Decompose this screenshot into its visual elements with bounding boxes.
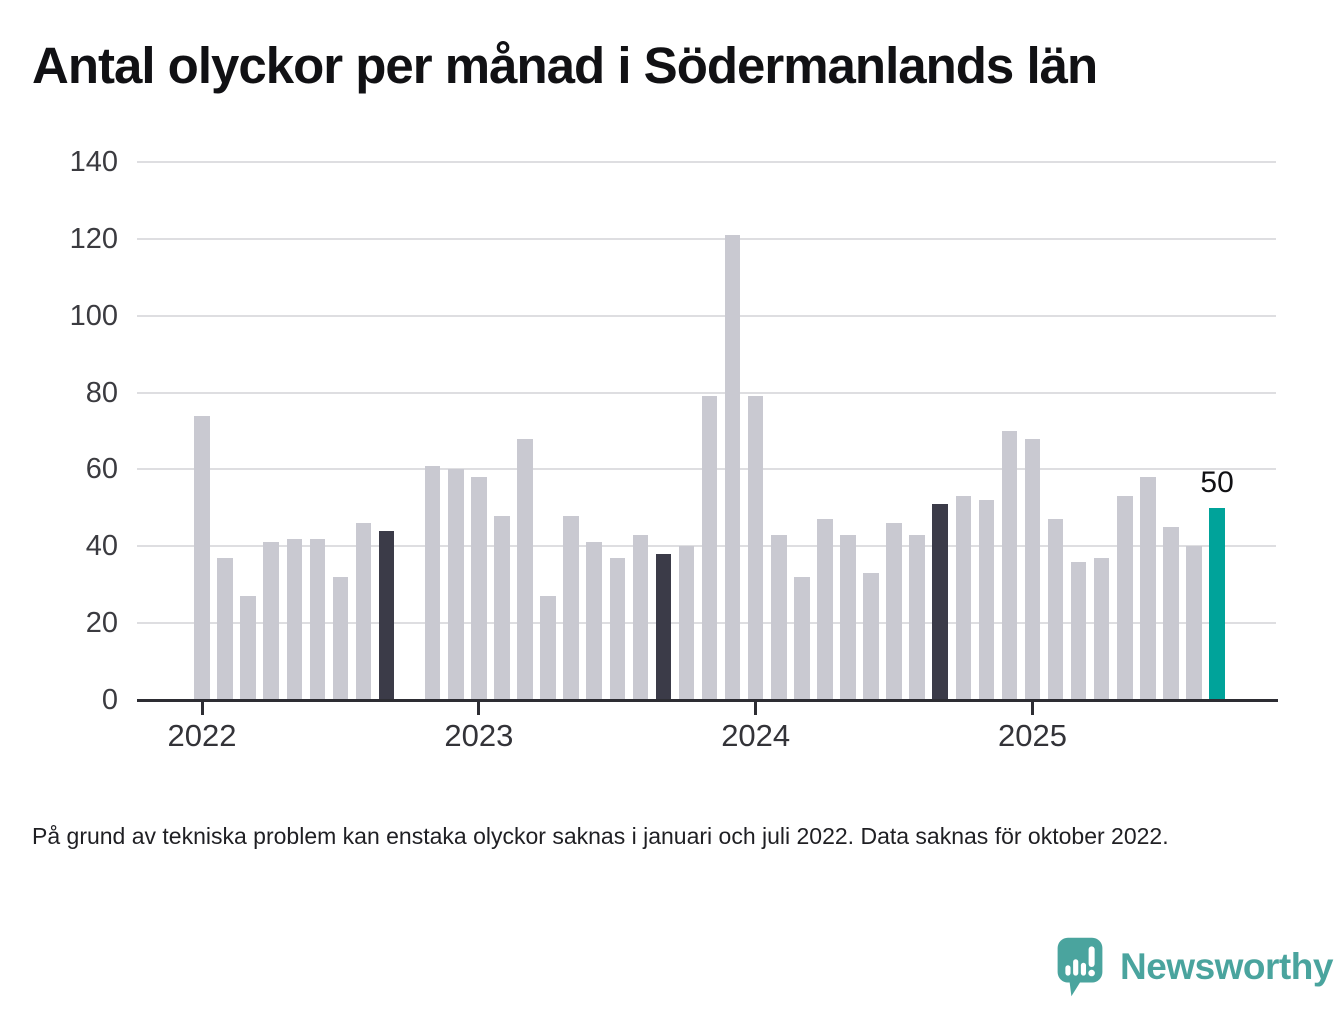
bar	[747, 396, 764, 700]
bar	[632, 534, 649, 700]
bar	[1024, 438, 1041, 700]
bar	[840, 534, 856, 700]
bar-highlighted-month	[378, 530, 395, 700]
chart-footnote: På grund av tekniska problem kan enstaka…	[32, 823, 1169, 849]
gridline	[137, 160, 1276, 163]
bar	[424, 465, 441, 700]
x-axis-tick	[1031, 702, 1035, 715]
bar	[724, 234, 741, 700]
bar	[332, 577, 349, 700]
bar	[771, 534, 787, 700]
bar	[909, 534, 925, 700]
bar	[240, 596, 256, 700]
bar	[494, 515, 510, 700]
bar	[955, 496, 972, 700]
bar	[886, 523, 902, 700]
bar	[1093, 557, 1110, 700]
chart-title: Antal olyckor per månad i Södermanlands …	[32, 37, 1098, 94]
bar	[701, 396, 718, 700]
bar	[1186, 546, 1202, 700]
x-axis-tick	[200, 702, 204, 715]
bar	[471, 477, 487, 700]
x-axis-tick	[754, 702, 758, 715]
bar	[978, 500, 995, 700]
bar	[194, 415, 210, 700]
x-axis-label: 2024	[721, 718, 791, 753]
bar	[609, 557, 625, 700]
y-axis-label: 0	[101, 684, 118, 716]
bar	[286, 538, 303, 700]
bar	[1047, 519, 1064, 700]
y-axis-label: 120	[69, 222, 118, 255]
y-axis-label: 60	[85, 453, 118, 486]
bar	[1140, 477, 1156, 700]
bar-value-label: 50	[1200, 465, 1234, 499]
x-axis-label: 2025	[998, 718, 1067, 753]
x-axis-line	[137, 699, 1278, 702]
bar	[817, 519, 833, 700]
bar	[794, 577, 810, 700]
bar-highlighted-month	[932, 504, 948, 700]
gridline	[137, 391, 1276, 394]
bar	[517, 438, 533, 700]
x-axis-label: 2023	[444, 718, 514, 753]
bar	[1117, 496, 1133, 700]
bar	[355, 523, 372, 700]
bar	[678, 546, 695, 700]
bar-highlighted-month	[655, 553, 672, 700]
bar	[586, 542, 602, 700]
bar	[563, 515, 579, 700]
brand-footer: Newsworthy	[1054, 936, 1333, 998]
x-axis-tick	[477, 702, 481, 715]
bar	[540, 596, 556, 700]
bar	[1070, 561, 1087, 700]
y-axis-label: 100	[69, 299, 118, 332]
y-axis-label: 20	[85, 607, 118, 640]
bar	[1163, 527, 1179, 700]
bar	[863, 573, 879, 700]
brand-name: Newsworthy	[1120, 946, 1333, 987]
y-axis-label: 80	[85, 376, 118, 409]
y-axis-label: 40	[85, 530, 118, 563]
gridline	[137, 314, 1276, 317]
bar	[263, 542, 279, 700]
bar	[1001, 430, 1018, 700]
x-axis-label: 2022	[167, 718, 237, 753]
y-axis-label: 140	[69, 145, 118, 178]
bar	[448, 469, 464, 700]
bar-latest-month	[1209, 507, 1225, 700]
bar	[309, 538, 326, 700]
bar	[217, 557, 233, 700]
gridline	[137, 237, 1276, 240]
newsworthy-logo-icon	[1054, 936, 1106, 998]
